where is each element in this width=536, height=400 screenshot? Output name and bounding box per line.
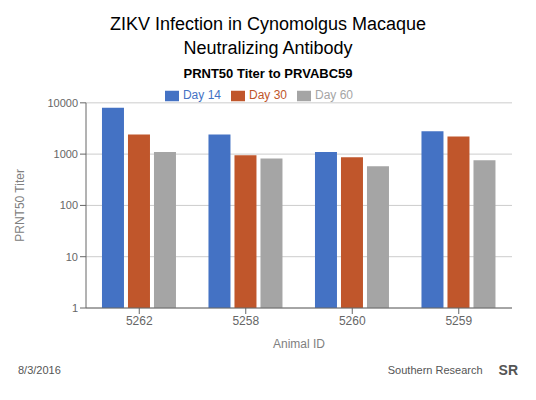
- svg-text:5260: 5260: [339, 314, 366, 328]
- html-text:ZIKV Infection in Cynomolgus M: ZIKV Infection in Cynomolgus Macaque: [109, 14, 427, 34]
- svg-text:1000: 1000: [54, 148, 78, 160]
- svg-text:5259: 5259: [445, 314, 472, 328]
- svg-text:100: 100: [60, 199, 78, 211]
- html-text:Neutralizing Antibody: Neutralizing Antibody: [183, 38, 353, 58]
- html-text:PRNT50 Titer to PRVABC59: PRNT50 Titer to PRVABC59: [183, 66, 353, 81]
- html-text:8/3/2016: 8/3/2016: [18, 364, 61, 376]
- html-text:Day 30: Day 30: [249, 88, 287, 102]
- svg-text:PRNT50 Titer: PRNT50 Titer: [13, 169, 27, 242]
- html-text:SR: SR: [498, 362, 518, 378]
- svg-text:Animal ID: Animal ID: [273, 337, 325, 351]
- html-text:Day 60: Day 60: [315, 88, 353, 102]
- svg-text:5258: 5258: [232, 314, 259, 328]
- svg-text:10000: 10000: [47, 97, 78, 109]
- svg-text:1: 1: [72, 302, 78, 314]
- html-text:Day 14: Day 14: [183, 88, 221, 102]
- html-text:Southern Research: Southern Research: [387, 364, 483, 376]
- svg-text:10: 10: [66, 251, 78, 263]
- svg-text:5262: 5262: [126, 314, 153, 328]
